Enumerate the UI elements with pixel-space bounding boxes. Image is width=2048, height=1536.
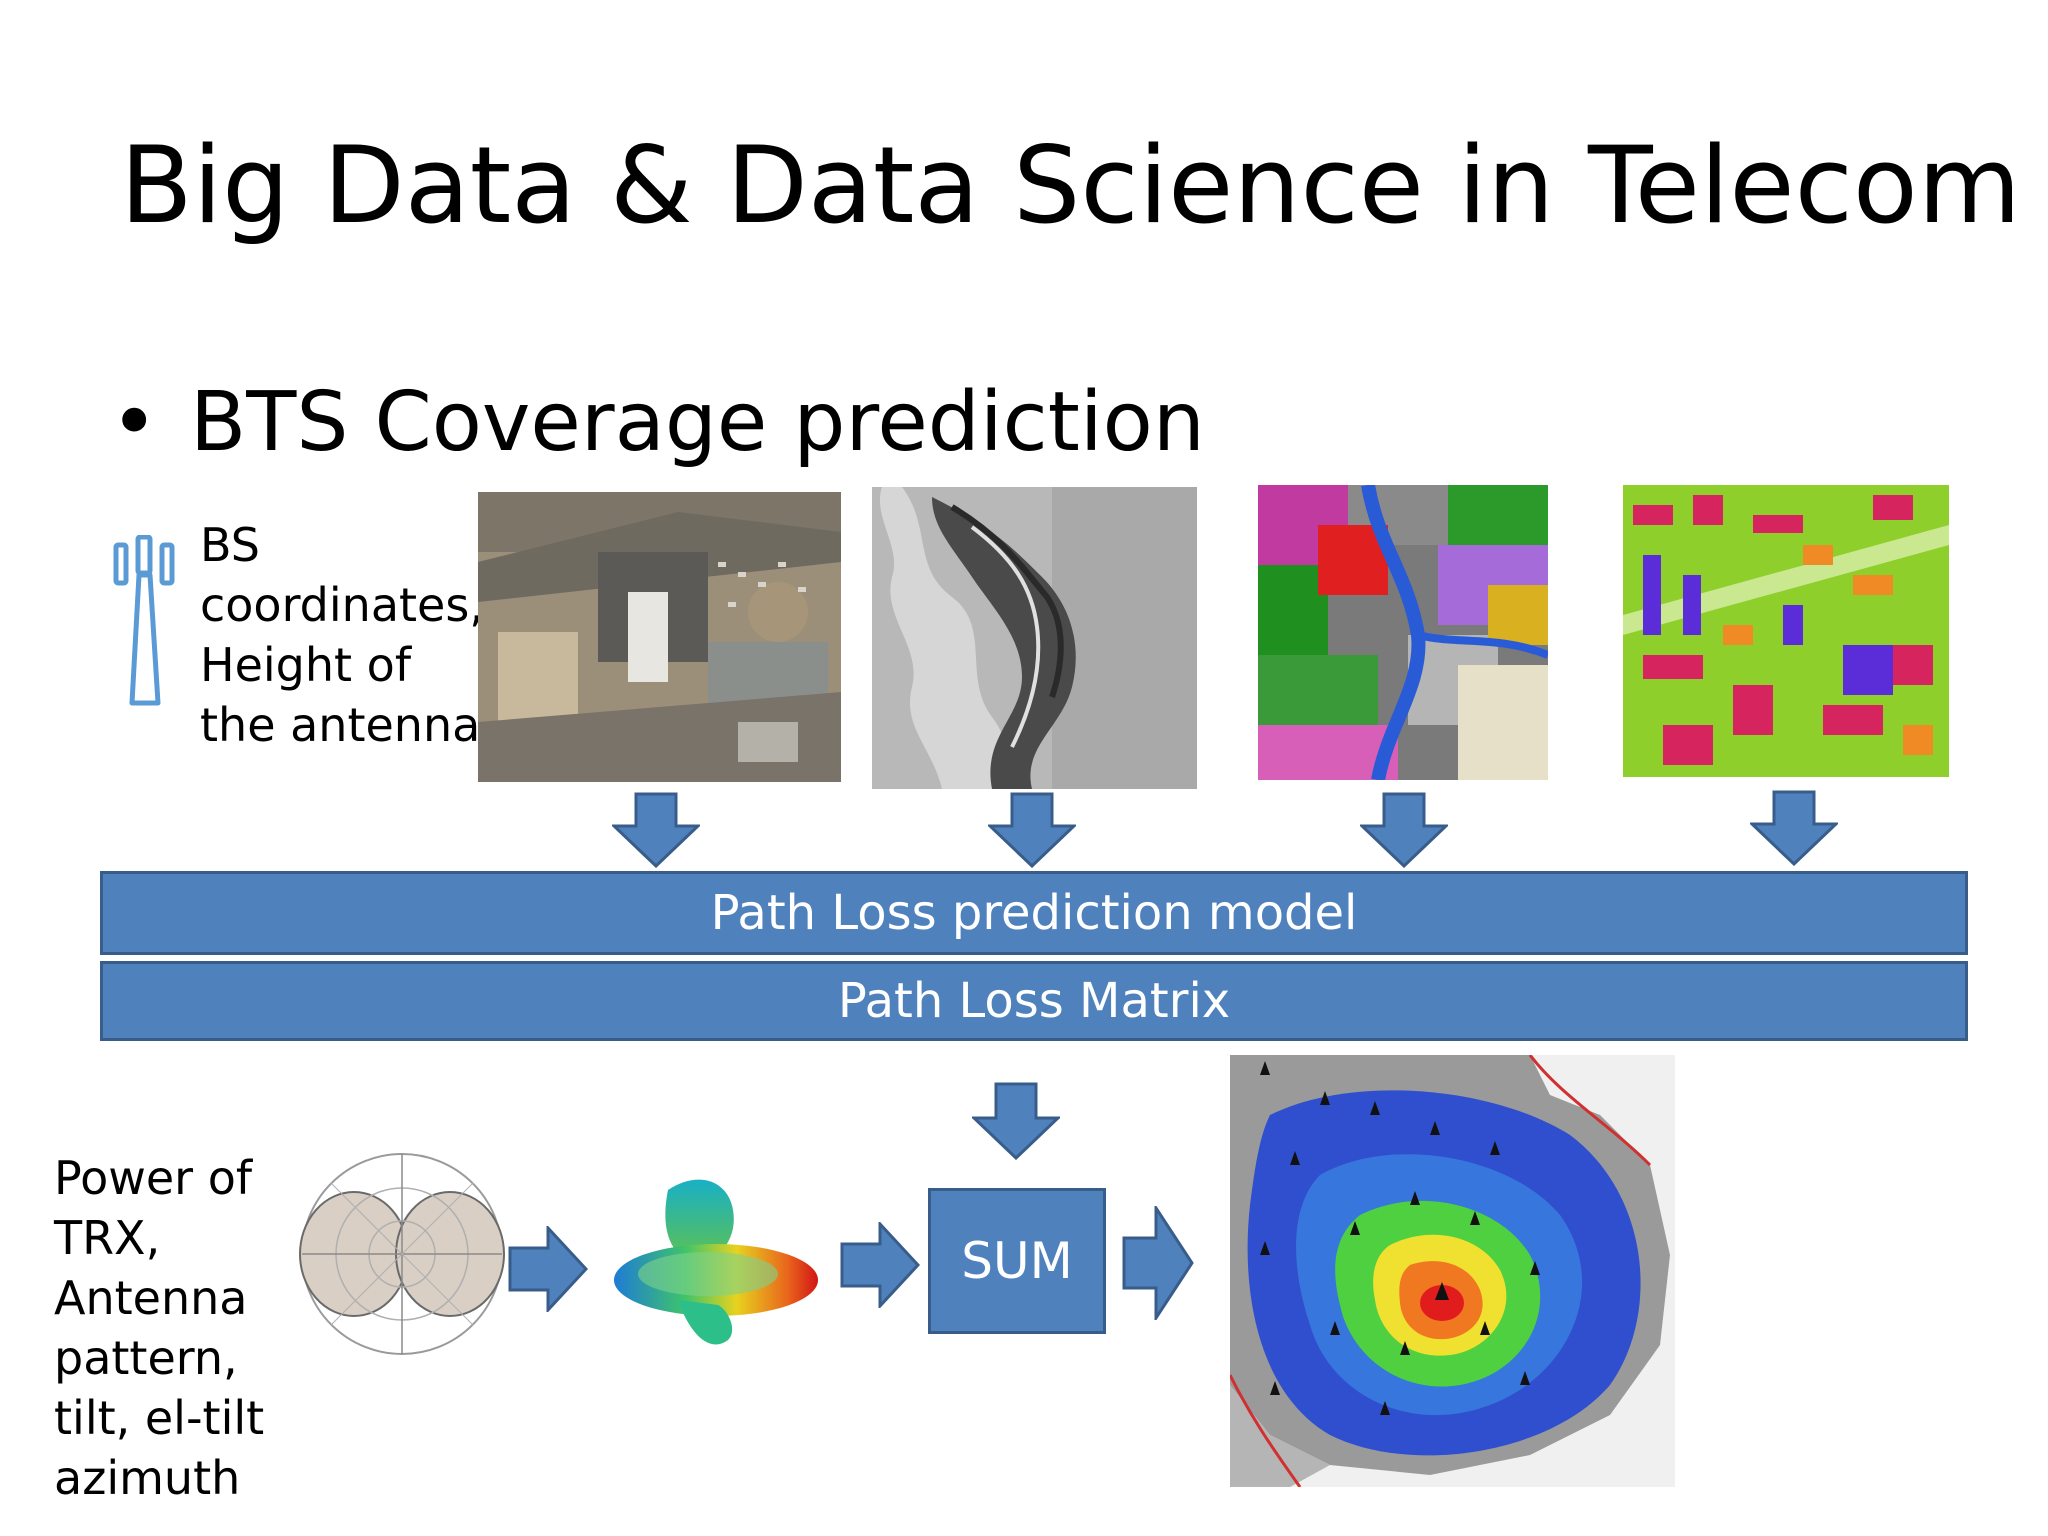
satellite-image [478, 492, 841, 782]
bullet-dot: • [110, 375, 159, 470]
right-arrow-icon [840, 1222, 920, 1308]
down-arrow-icon [972, 1082, 1060, 1160]
down-arrow-icon [1750, 790, 1838, 866]
bullet-item: • BTS Coverage prediction [110, 375, 1205, 470]
path-loss-matrix-box: Path Loss Matrix [100, 961, 1968, 1041]
coverage-map-image [1230, 1055, 1675, 1487]
sum-box: SUM [928, 1188, 1106, 1334]
slide-title: Big Data & Data Science in Telecom [120, 124, 2022, 247]
bs-parameters-label: BS coordinates, Height of the antenna [200, 518, 484, 752]
terrain-image [872, 487, 1197, 789]
trx-parameters-label: Power of TRX, Antenna pattern, tilt, el-… [54, 1151, 265, 1505]
down-arrow-icon [612, 792, 700, 868]
bullet-text: BTS Coverage prediction [190, 375, 1205, 470]
antenna-3d-pattern-image [614, 1179, 818, 1345]
right-arrow-icon [1122, 1206, 1194, 1320]
landuse-image [1258, 485, 1548, 780]
sum-label: SUM [961, 1232, 1073, 1290]
down-arrow-icon [1360, 792, 1448, 868]
right-arrow-icon [508, 1226, 588, 1312]
antenna-tower-icon [113, 535, 175, 706]
down-arrow-icon [988, 792, 1076, 868]
path-loss-model-box: Path Loss prediction model [100, 871, 1968, 955]
buildings-image [1623, 485, 1949, 777]
path-loss-model-label: Path Loss prediction model [710, 885, 1358, 941]
path-loss-matrix-label: Path Loss Matrix [837, 973, 1231, 1029]
antenna-polar-image [299, 1153, 505, 1355]
